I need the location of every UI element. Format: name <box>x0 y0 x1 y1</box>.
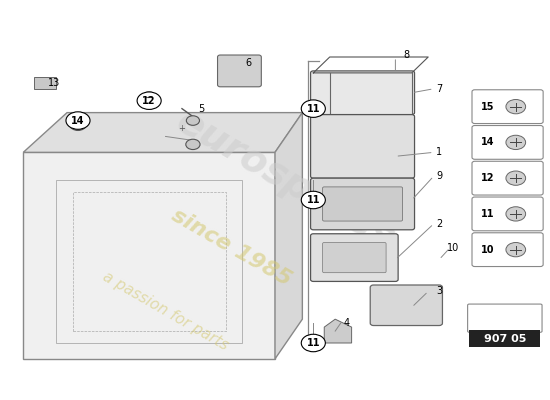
FancyBboxPatch shape <box>370 285 442 326</box>
Polygon shape <box>275 113 302 359</box>
Text: 11: 11 <box>481 209 495 219</box>
Text: +: + <box>179 124 185 133</box>
Circle shape <box>142 92 156 102</box>
Text: 12: 12 <box>142 96 156 106</box>
FancyBboxPatch shape <box>311 234 398 282</box>
Text: 3: 3 <box>437 286 443 296</box>
Text: 4: 4 <box>343 318 350 328</box>
FancyBboxPatch shape <box>472 161 543 195</box>
FancyBboxPatch shape <box>472 197 543 231</box>
Circle shape <box>66 112 90 129</box>
Text: 14: 14 <box>481 138 495 148</box>
Polygon shape <box>34 77 56 89</box>
Circle shape <box>301 100 326 117</box>
Circle shape <box>506 100 526 114</box>
Text: 1: 1 <box>437 147 443 157</box>
Text: 9: 9 <box>437 171 443 181</box>
Text: 6: 6 <box>245 58 251 68</box>
Text: since 1985: since 1985 <box>168 205 295 290</box>
Polygon shape <box>23 113 302 152</box>
Circle shape <box>137 92 161 110</box>
Text: 12: 12 <box>481 173 495 183</box>
Circle shape <box>506 135 526 150</box>
Text: 5: 5 <box>199 104 205 114</box>
Text: 11: 11 <box>306 104 320 114</box>
FancyBboxPatch shape <box>469 330 541 347</box>
FancyBboxPatch shape <box>323 242 386 273</box>
Text: 10: 10 <box>447 243 460 253</box>
Circle shape <box>301 334 326 352</box>
Text: 14: 14 <box>72 116 85 126</box>
Text: 10: 10 <box>481 245 495 255</box>
FancyBboxPatch shape <box>311 71 415 114</box>
FancyBboxPatch shape <box>218 55 261 87</box>
FancyBboxPatch shape <box>472 233 543 266</box>
Text: 13: 13 <box>48 78 60 88</box>
Circle shape <box>70 118 86 130</box>
Text: 2: 2 <box>437 219 443 229</box>
Circle shape <box>186 139 200 150</box>
Text: 7: 7 <box>437 84 443 94</box>
Text: a passion for parts: a passion for parts <box>100 269 231 353</box>
FancyBboxPatch shape <box>311 178 415 230</box>
Circle shape <box>506 242 526 257</box>
Polygon shape <box>23 152 275 359</box>
FancyBboxPatch shape <box>323 187 403 221</box>
Circle shape <box>301 191 326 209</box>
Circle shape <box>506 207 526 221</box>
FancyBboxPatch shape <box>472 126 543 159</box>
Circle shape <box>186 116 200 125</box>
Text: 8: 8 <box>404 50 410 60</box>
FancyBboxPatch shape <box>472 90 543 124</box>
Text: eurospares: eurospares <box>170 102 402 258</box>
FancyBboxPatch shape <box>468 304 542 332</box>
Polygon shape <box>324 319 351 343</box>
Text: 907 05: 907 05 <box>483 334 526 344</box>
Circle shape <box>506 171 526 185</box>
FancyBboxPatch shape <box>311 114 415 178</box>
Text: 11: 11 <box>306 338 320 348</box>
Text: 15: 15 <box>481 102 495 112</box>
Text: 11: 11 <box>306 195 320 205</box>
